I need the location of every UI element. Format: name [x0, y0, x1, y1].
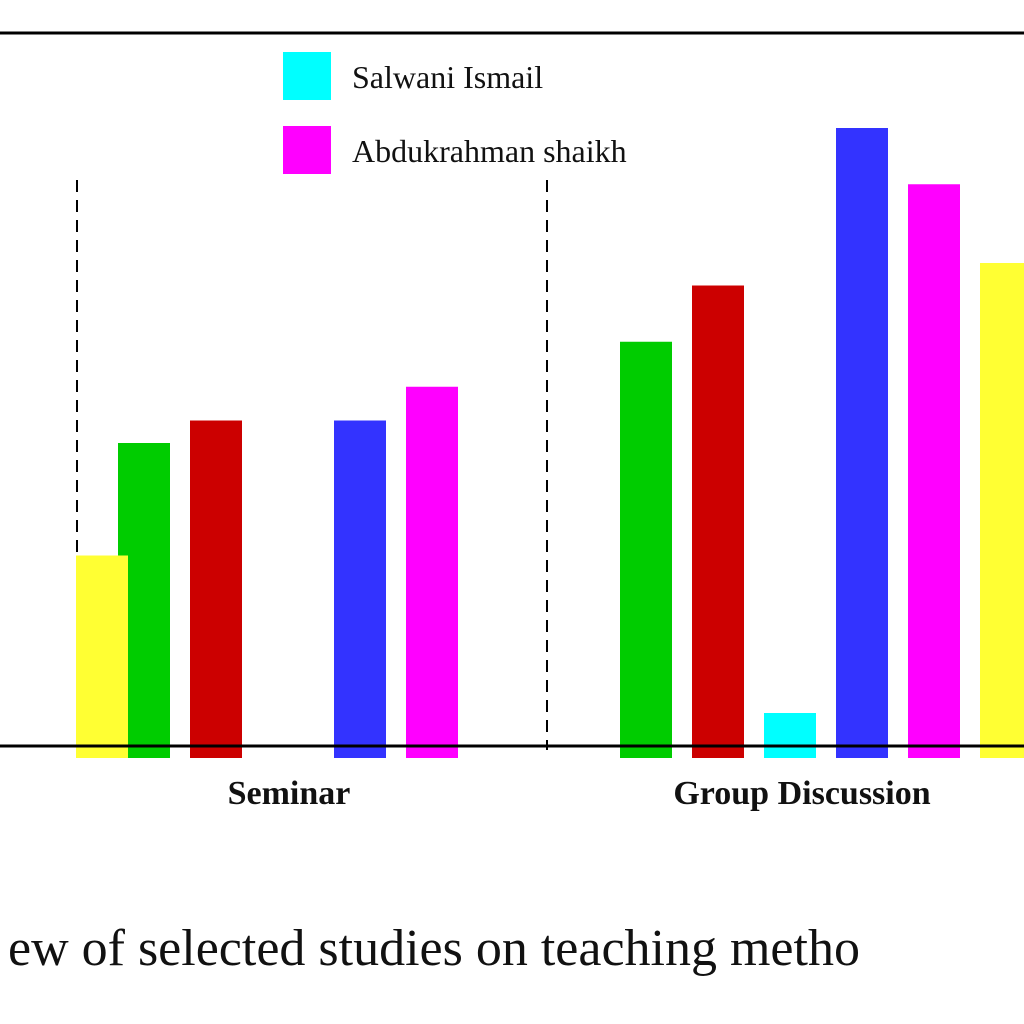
figure-caption: ew of selected studies on teaching metho: [8, 920, 860, 977]
category-label: Seminar: [228, 775, 351, 812]
legend: Salwani Ismail Abdukrahman shaikh: [283, 52, 627, 174]
legend-swatch: [283, 126, 331, 174]
legend-label: Salwani Ismail: [352, 59, 543, 95]
bar: [76, 555, 128, 758]
bar: [620, 341, 672, 758]
bar: [692, 285, 744, 758]
bar: [406, 386, 458, 758]
bars-group: [76, 128, 1024, 758]
bar: [334, 420, 386, 758]
bar: [764, 713, 816, 758]
bar: [836, 128, 888, 758]
bar: [190, 420, 242, 758]
bar: [908, 184, 960, 758]
category-labels: Seminar Group Discussion: [228, 775, 931, 812]
legend-swatch: [283, 52, 331, 100]
legend-label: Abdukrahman shaikh: [352, 133, 627, 169]
bar: [980, 263, 1024, 758]
category-label: Group Discussion: [673, 775, 930, 812]
